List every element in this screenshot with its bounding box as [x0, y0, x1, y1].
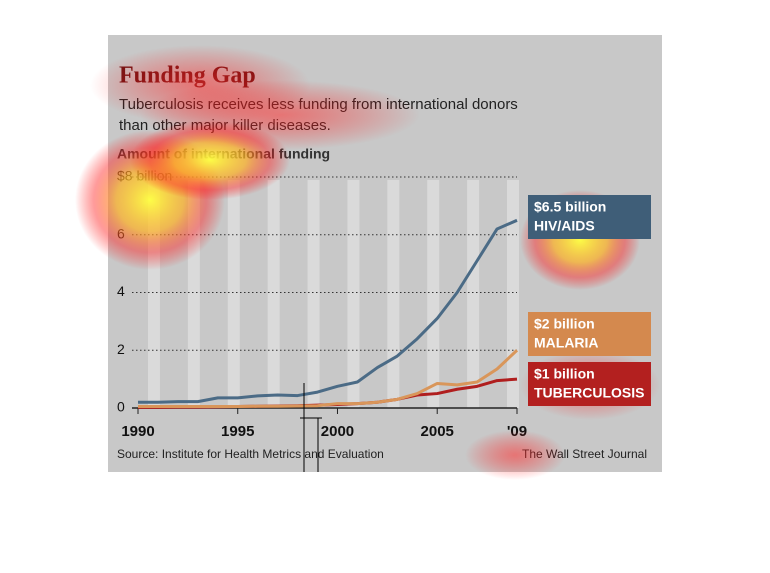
x-tick-label: '09: [507, 423, 527, 440]
stripe: [307, 180, 320, 408]
stripe: [467, 180, 480, 408]
stripe: [147, 180, 160, 408]
y-tick-label: 2: [117, 341, 125, 357]
stripe: [227, 180, 240, 408]
legend-entry: HIV/AIDS: [534, 218, 595, 234]
source: Source: Institute for Health Metrics and…: [117, 447, 384, 461]
legend-value: $2 billion: [534, 316, 595, 332]
stripe: [267, 180, 280, 408]
axis-label: Amount of international funding: [117, 146, 330, 162]
subtitle: Tuberculosis receives less funding from …: [119, 96, 518, 113]
legend-box: [528, 195, 651, 239]
legend-box: [528, 312, 651, 356]
stripe: [347, 180, 360, 408]
x-tick-label: 2000: [321, 423, 354, 440]
y-tick-label: $8 billion: [117, 168, 172, 184]
y-tick-label: 6: [117, 225, 125, 241]
subtitle: than other major killer diseases.: [119, 117, 331, 134]
x-tick-label: 2005: [421, 423, 454, 440]
chart-title: Funding Gap: [119, 63, 256, 89]
y-tick-label: 0: [117, 399, 125, 415]
stripe: [507, 180, 519, 408]
legend-entry: TUBERCULOSIS: [534, 385, 644, 401]
line: [138, 218, 518, 404]
line: [138, 349, 519, 409]
credit: The Wall Street Journal: [522, 447, 647, 461]
x-tick-label: 1995: [221, 423, 254, 440]
stripe: [427, 180, 440, 408]
cursor: [300, 383, 322, 472]
legend-box: [528, 362, 651, 406]
legend-value: $1 billion: [534, 366, 595, 382]
legend-value: $6.5 billion: [534, 199, 606, 215]
legend-entry: MALARIA: [534, 335, 599, 351]
stripe: [187, 180, 200, 408]
stripe: [387, 180, 400, 408]
y-tick-label: 4: [117, 283, 125, 299]
x-tick-label: 1990: [121, 423, 154, 440]
